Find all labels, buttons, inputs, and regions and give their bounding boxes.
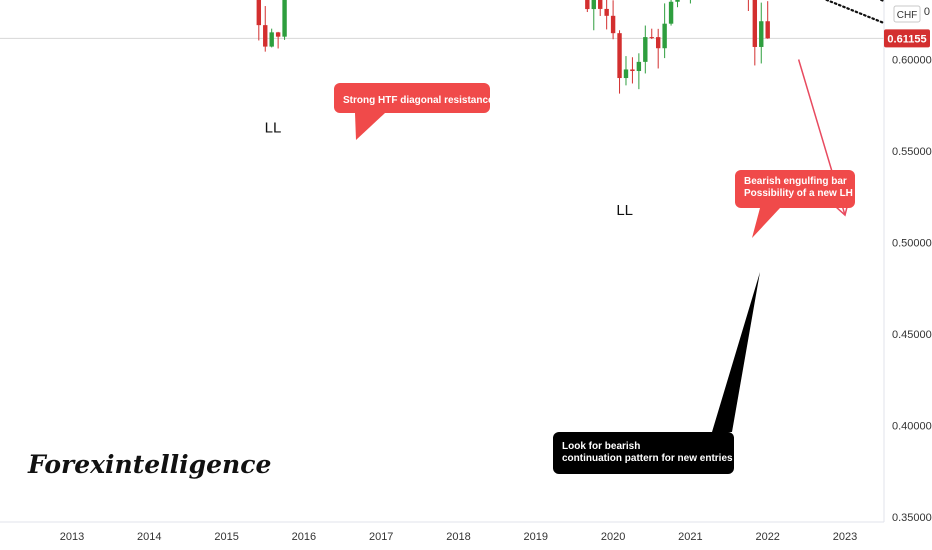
candle bbox=[604, 0, 609, 30]
candle bbox=[630, 57, 635, 84]
annotation-text: Look for bearish bbox=[562, 441, 640, 452]
candle bbox=[662, 3, 667, 59]
x-tick-label: 2023 bbox=[833, 531, 857, 543]
last-price-tag: 0.61155 bbox=[884, 29, 930, 48]
currency-badge bbox=[893, 5, 921, 23]
labels: Strong HTF diagonal resistance Bearish en… bbox=[265, 83, 855, 474]
x-tick-label: 2015 bbox=[214, 531, 238, 543]
swing-label-ll: LL bbox=[616, 202, 633, 219]
x-tick-label: 2019 bbox=[524, 531, 548, 543]
x-tick-label: 2016 bbox=[292, 531, 316, 543]
x-tick-label: 2021 bbox=[678, 531, 702, 543]
annotation-callout: Strong HTF diagonal resistance bbox=[334, 83, 494, 140]
candle bbox=[585, 0, 590, 13]
candle bbox=[759, 2, 764, 64]
candle bbox=[747, 0, 749, 12]
candle bbox=[598, 0, 603, 16]
candle bbox=[269, 28, 274, 48]
annotation-text: Possibility of a new LH bbox=[744, 188, 853, 199]
x-tick-label: 2020 bbox=[601, 531, 625, 543]
candle bbox=[610, 0, 616, 40]
candle bbox=[649, 28, 654, 40]
candle bbox=[689, 0, 691, 4]
y-tick-label: 0.50000 bbox=[892, 238, 932, 250]
y-top-partial: 0 bbox=[924, 6, 930, 18]
annotation-text: Strong HTF diagonal resistance bbox=[343, 95, 494, 106]
candle bbox=[617, 30, 622, 94]
y-tick-label: 0.35000 bbox=[892, 512, 932, 524]
candles bbox=[256, 0, 770, 94]
candle bbox=[643, 25, 648, 74]
candle bbox=[275, 31, 281, 49]
y-tick-label: 0.55000 bbox=[892, 146, 932, 158]
last-price-value: 0.61155 bbox=[887, 33, 926, 45]
candle bbox=[765, 1, 770, 39]
candle bbox=[256, 0, 262, 41]
candle bbox=[636, 53, 642, 90]
price-axis: 0.35000 0.40000 0.45000 0.50000 0.55000 0.600… bbox=[883, 0, 932, 524]
y-tick-label: 0.60000 bbox=[892, 55, 932, 67]
candle bbox=[668, 0, 674, 26]
candle bbox=[263, 6, 268, 52]
candle bbox=[752, 0, 758, 66]
annotation-text: continuation pattern for new entries bbox=[562, 453, 733, 464]
watermark-brand: Forexintelligence bbox=[27, 450, 271, 479]
annotation-text: Bearish engulfing bar bbox=[744, 176, 847, 187]
candle bbox=[655, 28, 661, 69]
x-tick-label: 2017 bbox=[369, 531, 393, 543]
candle bbox=[591, 0, 596, 31]
x-tick-label: 2013 bbox=[60, 531, 84, 543]
candle bbox=[282, 0, 287, 40]
currency-label: CHF bbox=[897, 10, 918, 21]
x-tick-label: 2022 bbox=[755, 531, 779, 543]
candle bbox=[623, 56, 629, 86]
y-tick-label: 0.40000 bbox=[892, 421, 932, 433]
y-tick-label: 0.45000 bbox=[892, 329, 932, 341]
swing-label-ll: LL bbox=[265, 120, 282, 137]
x-tick-label: 2014 bbox=[137, 531, 161, 543]
candle bbox=[675, 0, 680, 8]
time-axis: 2013 2014 2015 2016 2017 2018 2019 2020 2021 2022… bbox=[0, 521, 884, 543]
x-tick-label: 2018 bbox=[446, 531, 470, 543]
